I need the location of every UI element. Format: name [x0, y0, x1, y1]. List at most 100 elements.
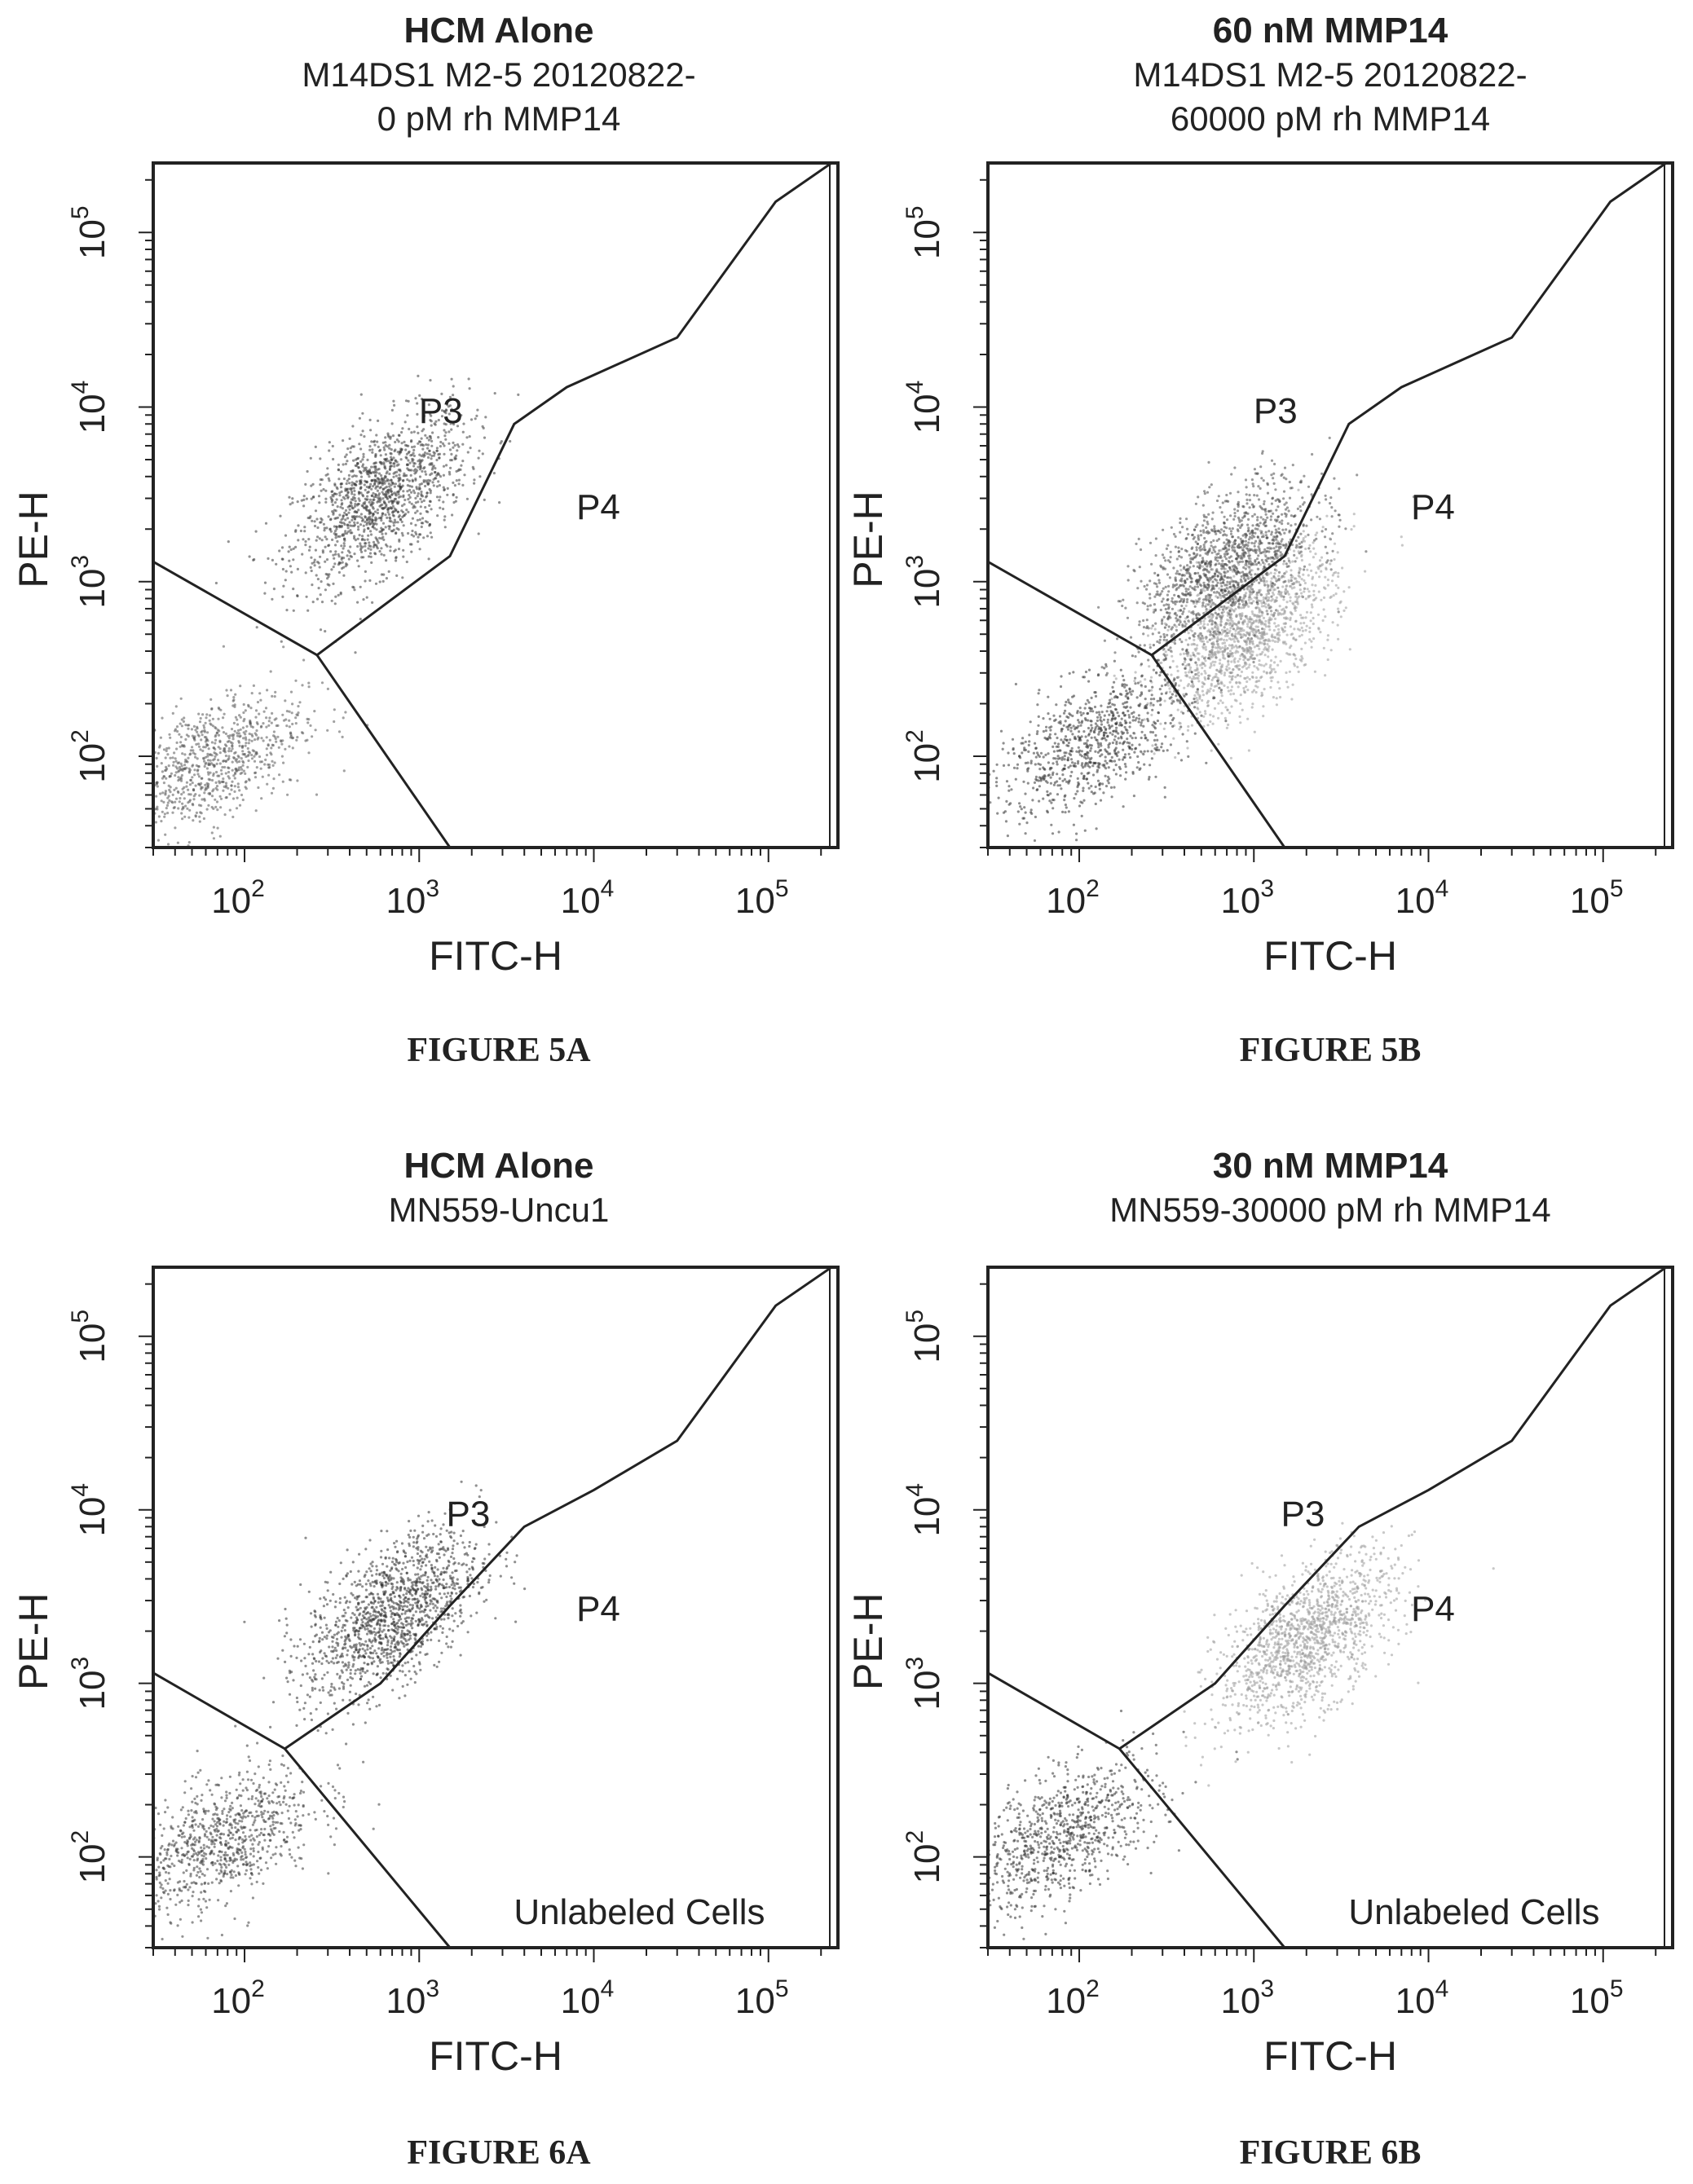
- event-dot: [286, 793, 289, 796]
- event-dot: [259, 767, 262, 770]
- event-dot: [358, 416, 361, 420]
- event-dot: [204, 783, 207, 786]
- event-dot: [439, 440, 443, 444]
- event-dot: [226, 740, 229, 743]
- event-dot: [112, 819, 115, 821]
- event-dot: [186, 760, 189, 764]
- event-dot: [1242, 566, 1246, 570]
- event-dot: [373, 518, 377, 522]
- event-dot: [1179, 579, 1182, 583]
- event-dot: [1244, 478, 1248, 482]
- event-dot: [428, 453, 431, 456]
- event-dot: [1230, 685, 1234, 689]
- event-dot: [1200, 584, 1203, 588]
- event-dot: [414, 523, 417, 527]
- event-dot: [1262, 596, 1265, 600]
- event-dot: [1299, 479, 1303, 482]
- event-dot: [1303, 474, 1306, 478]
- event-dot: [1315, 597, 1318, 600]
- event-dot: [271, 743, 274, 746]
- event-dot: [452, 441, 455, 445]
- event-dot: [340, 557, 343, 561]
- event-dot: [355, 504, 359, 507]
- event-dot: [1281, 585, 1285, 588]
- event-dot: [1256, 516, 1259, 519]
- event-dot: [429, 473, 432, 477]
- event-dot: [345, 513, 348, 517]
- event-dot: [408, 495, 412, 500]
- event-dot: [1237, 563, 1241, 566]
- event-dot: [1273, 611, 1276, 615]
- event-dot: [322, 487, 325, 491]
- event-dot: [120, 847, 122, 849]
- event-dot: [351, 495, 355, 500]
- event-dot: [1219, 620, 1223, 623]
- event-dot: [442, 465, 446, 468]
- event-dot: [459, 468, 462, 472]
- event-dot: [275, 740, 278, 743]
- event-dot: [1238, 560, 1242, 564]
- event-dot: [437, 436, 440, 439]
- event-dot: [1264, 619, 1268, 623]
- event-dot: [1260, 636, 1263, 640]
- event-dot: [412, 454, 416, 458]
- event-dot: [324, 630, 327, 633]
- event-dot: [206, 759, 210, 762]
- event-dot: [384, 441, 387, 444]
- event-dot: [1174, 576, 1177, 579]
- event-dot: [247, 751, 250, 754]
- event-dot: [1289, 610, 1292, 614]
- event-dot: [1226, 552, 1229, 556]
- event-dot: [1238, 715, 1241, 719]
- event-dot: [352, 459, 355, 462]
- event-dot: [1228, 540, 1232, 544]
- event-dot: [309, 724, 312, 728]
- event-dot: [1326, 559, 1329, 562]
- event-dot: [1237, 627, 1240, 630]
- event-dot: [301, 684, 304, 687]
- event-dot: [437, 480, 440, 483]
- event-dot: [435, 447, 439, 450]
- event-dot: [255, 733, 258, 737]
- event-dot: [392, 472, 395, 475]
- event-dot: [204, 746, 207, 749]
- event-dot: [162, 775, 165, 778]
- event-dot: [434, 420, 438, 423]
- event-dot: [1231, 675, 1234, 678]
- event-dot: [1202, 544, 1206, 547]
- event-dot: [408, 479, 411, 482]
- event-dot: [1263, 654, 1267, 657]
- event-dot: [1117, 600, 1120, 603]
- event-dot: [1186, 729, 1190, 732]
- event-dot: [1231, 560, 1234, 563]
- event-dot: [1237, 602, 1241, 605]
- event-dot: [390, 478, 393, 482]
- event-dot: [205, 713, 209, 716]
- event-dot: [345, 453, 348, 456]
- event-dot: [441, 442, 445, 446]
- event-dot: [192, 736, 196, 740]
- event-dot: [1278, 687, 1281, 690]
- event-dot: [1248, 571, 1251, 575]
- event-dot: [1325, 561, 1329, 564]
- event-dot: [409, 440, 413, 443]
- event-dot: [1281, 522, 1284, 526]
- event-dot: [1255, 593, 1259, 597]
- event-dot: [217, 733, 221, 737]
- event-dot: [1295, 544, 1298, 547]
- event-dot: [320, 601, 324, 604]
- event-dot: [1283, 466, 1287, 469]
- event-dot: [271, 597, 274, 601]
- event-dot: [444, 438, 447, 441]
- event-dot: [442, 486, 445, 489]
- event-dot: [405, 444, 408, 447]
- event-dot: [1246, 676, 1250, 679]
- event-dot: [1215, 584, 1219, 588]
- event-dot: [254, 738, 257, 742]
- event-dot: [1190, 580, 1193, 583]
- event-dot: [357, 509, 360, 512]
- event-dot: [218, 762, 222, 765]
- event-dot: [401, 427, 404, 430]
- event-dot: [390, 493, 394, 497]
